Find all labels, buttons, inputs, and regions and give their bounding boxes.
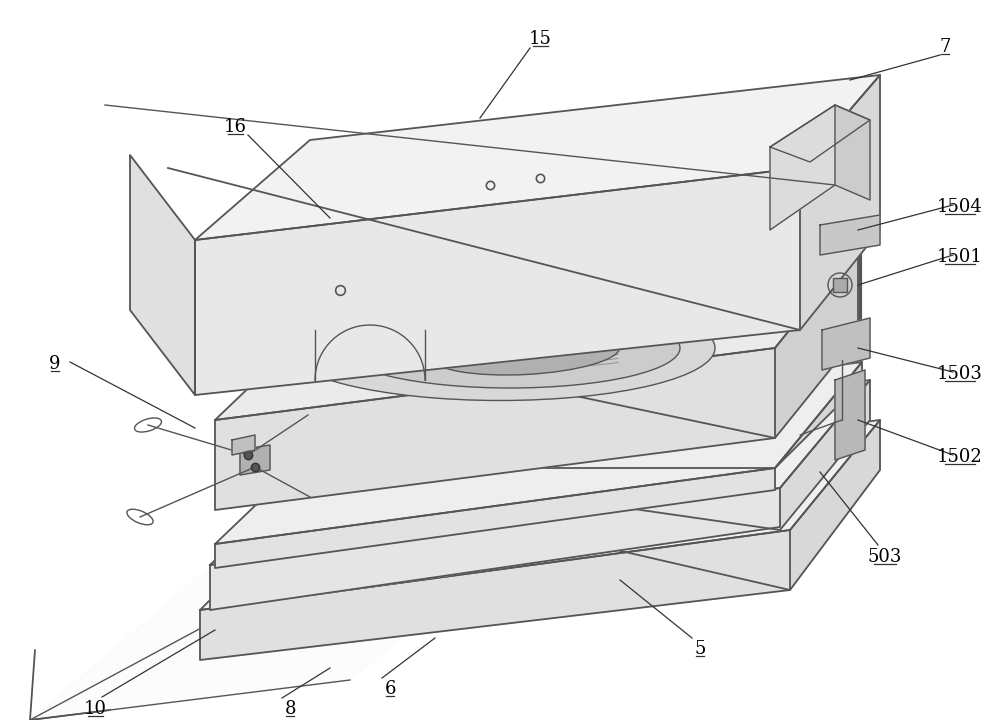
Polygon shape	[195, 75, 880, 240]
Polygon shape	[770, 105, 835, 230]
Text: 1502: 1502	[937, 448, 983, 466]
Polygon shape	[775, 245, 858, 438]
Text: 503: 503	[868, 548, 902, 566]
Text: 9: 9	[49, 355, 61, 373]
Text: 8: 8	[284, 700, 296, 718]
Text: 16: 16	[224, 118, 246, 136]
Polygon shape	[200, 530, 790, 660]
Ellipse shape	[430, 329, 620, 375]
Text: 1501: 1501	[937, 248, 983, 266]
Polygon shape	[200, 420, 880, 610]
Text: 6: 6	[384, 680, 396, 698]
Text: 1503: 1503	[937, 365, 983, 383]
Polygon shape	[835, 105, 870, 200]
Text: 10: 10	[84, 700, 106, 718]
Polygon shape	[440, 340, 510, 360]
Polygon shape	[835, 370, 865, 460]
Polygon shape	[800, 75, 880, 330]
Polygon shape	[790, 420, 880, 590]
Polygon shape	[215, 468, 775, 568]
Text: 1504: 1504	[937, 198, 983, 216]
Text: 15: 15	[529, 30, 551, 48]
Ellipse shape	[340, 308, 680, 388]
Polygon shape	[820, 215, 880, 255]
Polygon shape	[210, 488, 780, 610]
Polygon shape	[770, 105, 870, 162]
Polygon shape	[215, 362, 862, 544]
Polygon shape	[215, 245, 858, 420]
Polygon shape	[30, 290, 830, 720]
Text: 5: 5	[694, 640, 706, 658]
Polygon shape	[195, 168, 800, 395]
Polygon shape	[240, 445, 270, 475]
Polygon shape	[130, 155, 195, 395]
Text: 7: 7	[939, 38, 951, 56]
Polygon shape	[775, 362, 862, 468]
Polygon shape	[210, 380, 870, 565]
Ellipse shape	[285, 295, 715, 400]
Polygon shape	[780, 380, 870, 530]
Polygon shape	[215, 348, 775, 510]
Polygon shape	[822, 318, 870, 370]
Polygon shape	[232, 435, 255, 455]
